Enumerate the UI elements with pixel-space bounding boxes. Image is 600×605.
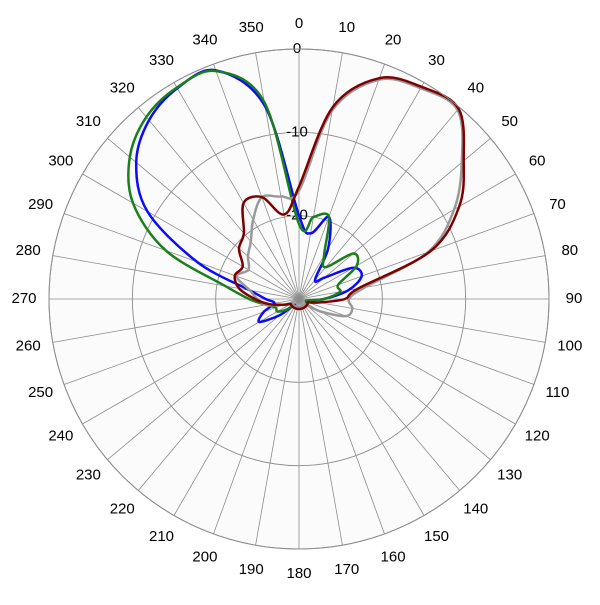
angle-label: 150 — [424, 528, 449, 545]
angle-label: 250 — [28, 384, 53, 401]
spoke — [107, 298, 300, 461]
series-line — [235, 77, 464, 318]
spoke — [298, 298, 461, 491]
series-line — [233, 76, 466, 311]
spoke — [63, 298, 300, 385]
spoke — [107, 137, 300, 300]
angle-label: 210 — [149, 528, 174, 545]
spoke — [137, 298, 300, 491]
spoke — [255, 298, 300, 546]
angle-label: 240 — [48, 427, 73, 444]
angle-label: 200 — [192, 548, 217, 565]
spoke — [298, 298, 516, 425]
angle-label: 80 — [561, 242, 578, 259]
spoke — [298, 137, 491, 300]
spoke — [298, 173, 516, 300]
angle-label: 190 — [239, 561, 264, 578]
spoke — [52, 255, 300, 300]
spoke — [298, 298, 491, 461]
angle-label: 230 — [76, 467, 101, 484]
angle-label: 90 — [566, 290, 583, 307]
angle-label: 310 — [76, 113, 101, 130]
angle-label: 60 — [529, 152, 546, 169]
angle-label: 130 — [497, 467, 522, 484]
spoke — [298, 63, 385, 300]
r-tick-label: 0 — [293, 40, 301, 57]
ring — [131, 131, 467, 467]
angle-label: 20 — [385, 32, 402, 49]
spoke — [213, 63, 300, 300]
angle-label: 260 — [16, 338, 41, 355]
angle-label: 70 — [549, 196, 566, 213]
angle-label: 220 — [110, 501, 135, 518]
spoke — [82, 173, 300, 300]
spoke — [213, 298, 300, 535]
angle-label: 290 — [28, 196, 53, 213]
angle-label: 30 — [428, 52, 445, 69]
angle-label: 50 — [501, 113, 518, 130]
spoke — [298, 52, 343, 300]
angle-label: 180 — [286, 565, 311, 582]
angle-label: 120 — [525, 427, 550, 444]
plot-border — [48, 48, 550, 550]
spoke — [137, 107, 300, 300]
spoke — [82, 298, 300, 425]
spoke — [298, 298, 546, 343]
r-tick-label: -10 — [286, 123, 308, 140]
angle-label: 40 — [467, 79, 484, 96]
angle-label: 320 — [110, 79, 135, 96]
angle-label: 330 — [149, 52, 174, 69]
spoke — [298, 298, 385, 535]
angle-label: 280 — [16, 242, 41, 259]
spoke — [298, 298, 535, 385]
angle-label: 140 — [463, 501, 488, 518]
angle-label: 340 — [192, 32, 217, 49]
angle-label: 0 — [295, 15, 303, 32]
angle-label: 270 — [11, 290, 36, 307]
spoke — [173, 298, 300, 516]
spoke — [298, 82, 425, 300]
spoke — [173, 82, 300, 300]
angle-label: 300 — [48, 152, 73, 169]
spoke — [255, 52, 300, 300]
spoke — [298, 298, 425, 516]
angle-label: 10 — [338, 19, 355, 36]
angle-label: 110 — [545, 384, 569, 401]
angle-label: 100 — [557, 338, 582, 355]
angle-label: 160 — [381, 548, 406, 565]
angle-label: 350 — [239, 19, 264, 36]
spoke — [298, 298, 343, 546]
spoke — [52, 298, 300, 343]
spoke — [63, 213, 300, 300]
angle-label: 170 — [334, 561, 359, 578]
